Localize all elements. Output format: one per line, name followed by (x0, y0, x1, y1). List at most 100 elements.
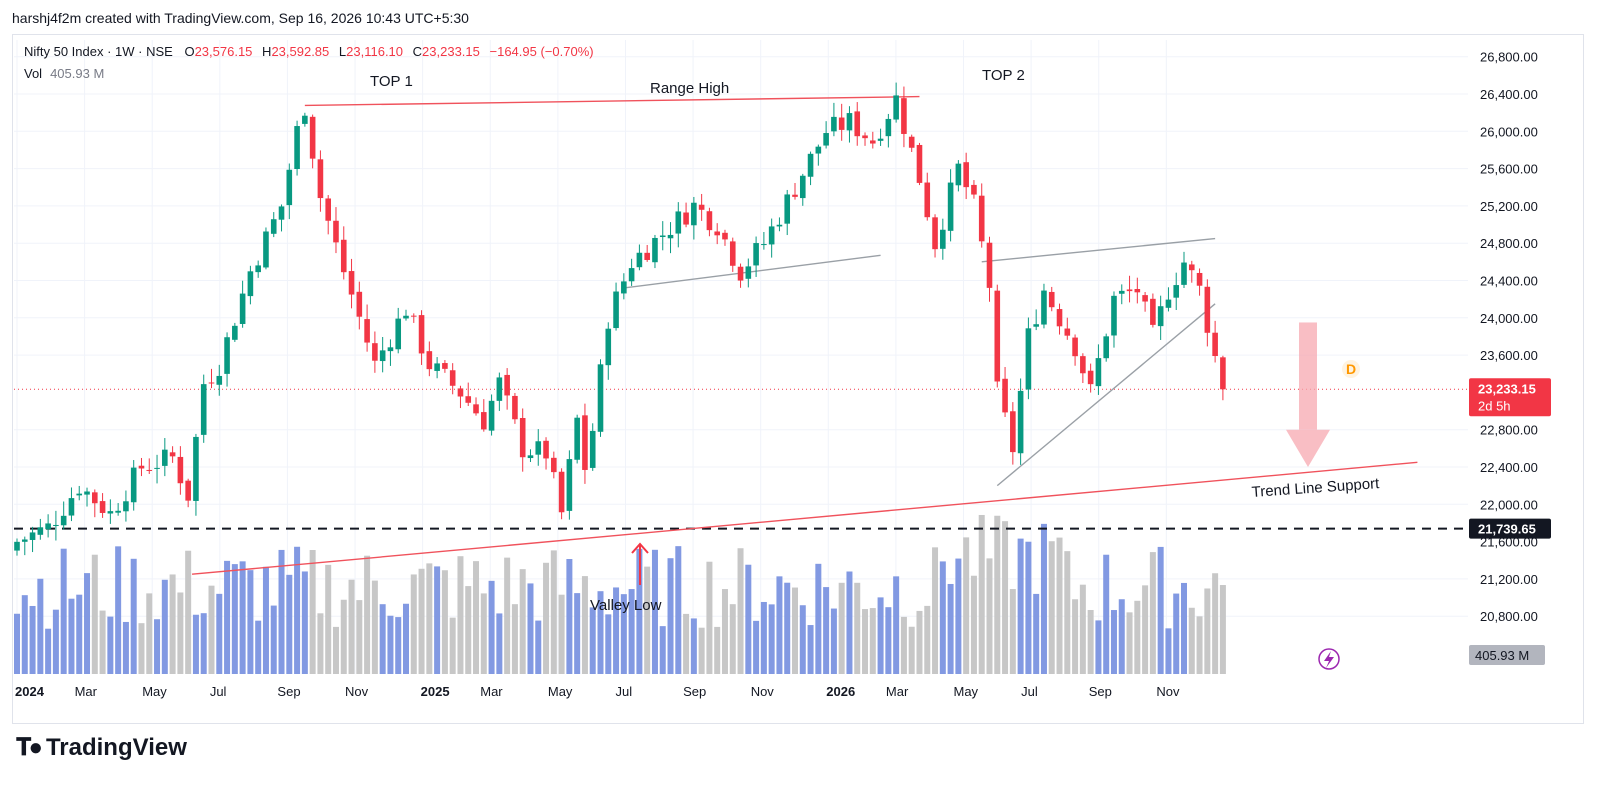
legend-symbol[interactable]: Nifty 50 Index · 1W · NSE (24, 44, 173, 59)
candle-body[interactable] (792, 194, 798, 197)
candle-body[interactable] (162, 449, 168, 466)
candle-body[interactable] (574, 417, 580, 460)
candle-body[interactable] (1204, 286, 1211, 333)
candle-body[interactable] (130, 467, 137, 503)
volume-label[interactable]: Vol (24, 66, 43, 81)
dividend-event-marker[interactable] (1342, 360, 1360, 378)
candle-body[interactable] (224, 337, 230, 374)
candle-body[interactable] (566, 459, 573, 511)
candle-body[interactable] (636, 252, 643, 268)
candle-body[interactable] (978, 195, 985, 242)
candle-body[interactable] (1048, 291, 1055, 308)
candle-body[interactable] (169, 452, 176, 457)
candle-body[interactable] (1095, 358, 1102, 387)
candle-body[interactable] (340, 239, 347, 273)
candle-body[interactable] (714, 231, 720, 236)
candle-body[interactable] (1126, 289, 1133, 292)
candle-body[interactable] (232, 325, 238, 340)
candle-body[interactable] (1134, 289, 1141, 293)
candle-body[interactable] (854, 111, 861, 137)
candle-body[interactable] (535, 441, 542, 455)
candle-body[interactable] (154, 467, 160, 469)
candle-body[interactable] (776, 224, 783, 227)
level-price-label-box[interactable] (1469, 518, 1551, 539)
candle-body[interactable] (76, 493, 83, 496)
candle-body[interactable] (325, 198, 331, 221)
candle-body[interactable] (994, 290, 1001, 382)
chart-frame[interactable] (12, 34, 1584, 724)
candle-body[interactable] (372, 343, 378, 361)
candle-body[interactable] (99, 501, 106, 513)
candle-body[interactable] (1173, 285, 1180, 298)
candle-body[interactable] (68, 498, 75, 516)
annotation-top-2[interactable]: TOP 2 (982, 67, 1025, 84)
candle-body[interactable] (932, 217, 938, 250)
candle-body[interactable] (862, 135, 868, 139)
candle-body[interactable] (551, 457, 557, 473)
candle-body[interactable] (846, 113, 853, 131)
candle-body[interactable] (667, 234, 674, 239)
candle-body[interactable] (908, 136, 915, 148)
candle-body[interactable] (963, 162, 969, 188)
candle-body[interactable] (1181, 262, 1187, 285)
candle-body[interactable] (823, 133, 829, 146)
trend-line-support[interactable] (191, 461, 1418, 575)
candle-body[interactable] (333, 220, 339, 243)
candle-body[interactable] (14, 541, 20, 551)
candle-body[interactable] (1196, 272, 1203, 286)
candle-body[interactable] (519, 418, 526, 458)
candle-body[interactable] (418, 315, 425, 354)
candle-body[interactable] (605, 328, 612, 366)
candle-body[interactable] (1087, 370, 1094, 385)
candle-body[interactable] (481, 412, 487, 430)
candle-body[interactable] (512, 395, 518, 420)
candle-body[interactable] (893, 95, 899, 120)
candle-body[interactable] (107, 511, 114, 514)
candle-body[interactable] (940, 229, 946, 249)
candle-body[interactable] (488, 400, 495, 431)
candle-body[interactable] (395, 318, 402, 350)
candle-body[interactable] (1103, 336, 1109, 359)
candle-body[interactable] (60, 515, 67, 526)
candle-body[interactable] (263, 231, 269, 268)
channel-upper-line[interactable] (981, 237, 1216, 263)
candle-body[interactable] (628, 268, 635, 282)
candle-body[interactable] (403, 315, 409, 319)
candle-body[interactable] (1072, 337, 1078, 357)
candle-body[interactable] (1157, 306, 1164, 327)
lightning-icon[interactable] (1318, 648, 1340, 670)
candle-body[interactable] (92, 492, 98, 504)
candle-body[interactable] (1080, 356, 1086, 374)
annotation-range-high[interactable]: Range High (650, 80, 729, 97)
candle-body[interactable] (138, 465, 145, 469)
candle-body[interactable] (543, 440, 549, 459)
candle-body[interactable] (652, 237, 658, 263)
candle-body[interactable] (426, 351, 433, 370)
candle-body[interactable] (589, 430, 596, 468)
candle-body[interactable] (971, 184, 977, 195)
candle-body[interactable] (1064, 328, 1071, 336)
annotation-trend-line-support[interactable]: Trend Line Support (1251, 475, 1381, 501)
candle-body[interactable] (84, 491, 90, 495)
candle-body[interactable] (53, 524, 59, 526)
candle-body[interactable] (745, 266, 752, 279)
candle-body[interactable] (761, 244, 767, 246)
candle-body[interactable] (799, 175, 806, 199)
candle-body[interactable] (815, 146, 822, 154)
candle-body[interactable] (379, 350, 386, 362)
channel-lower-line[interactable] (623, 254, 881, 289)
candle-body[interactable] (465, 396, 472, 403)
candle-body[interactable] (737, 266, 744, 281)
candle-body[interactable] (901, 98, 907, 134)
candle-body[interactable] (309, 116, 316, 159)
candle-body[interactable] (239, 293, 246, 324)
candle-body[interactable] (558, 471, 565, 513)
candle-body[interactable] (255, 265, 261, 273)
candle-body[interactable] (185, 480, 191, 501)
candle-body[interactable] (1118, 290, 1125, 294)
candle-body[interactable] (1033, 324, 1039, 327)
last-price-label-box[interactable] (1469, 378, 1551, 417)
candle-body[interactable] (457, 388, 464, 397)
candle-body[interactable] (1041, 290, 1047, 325)
candle-body[interactable] (1212, 332, 1218, 357)
